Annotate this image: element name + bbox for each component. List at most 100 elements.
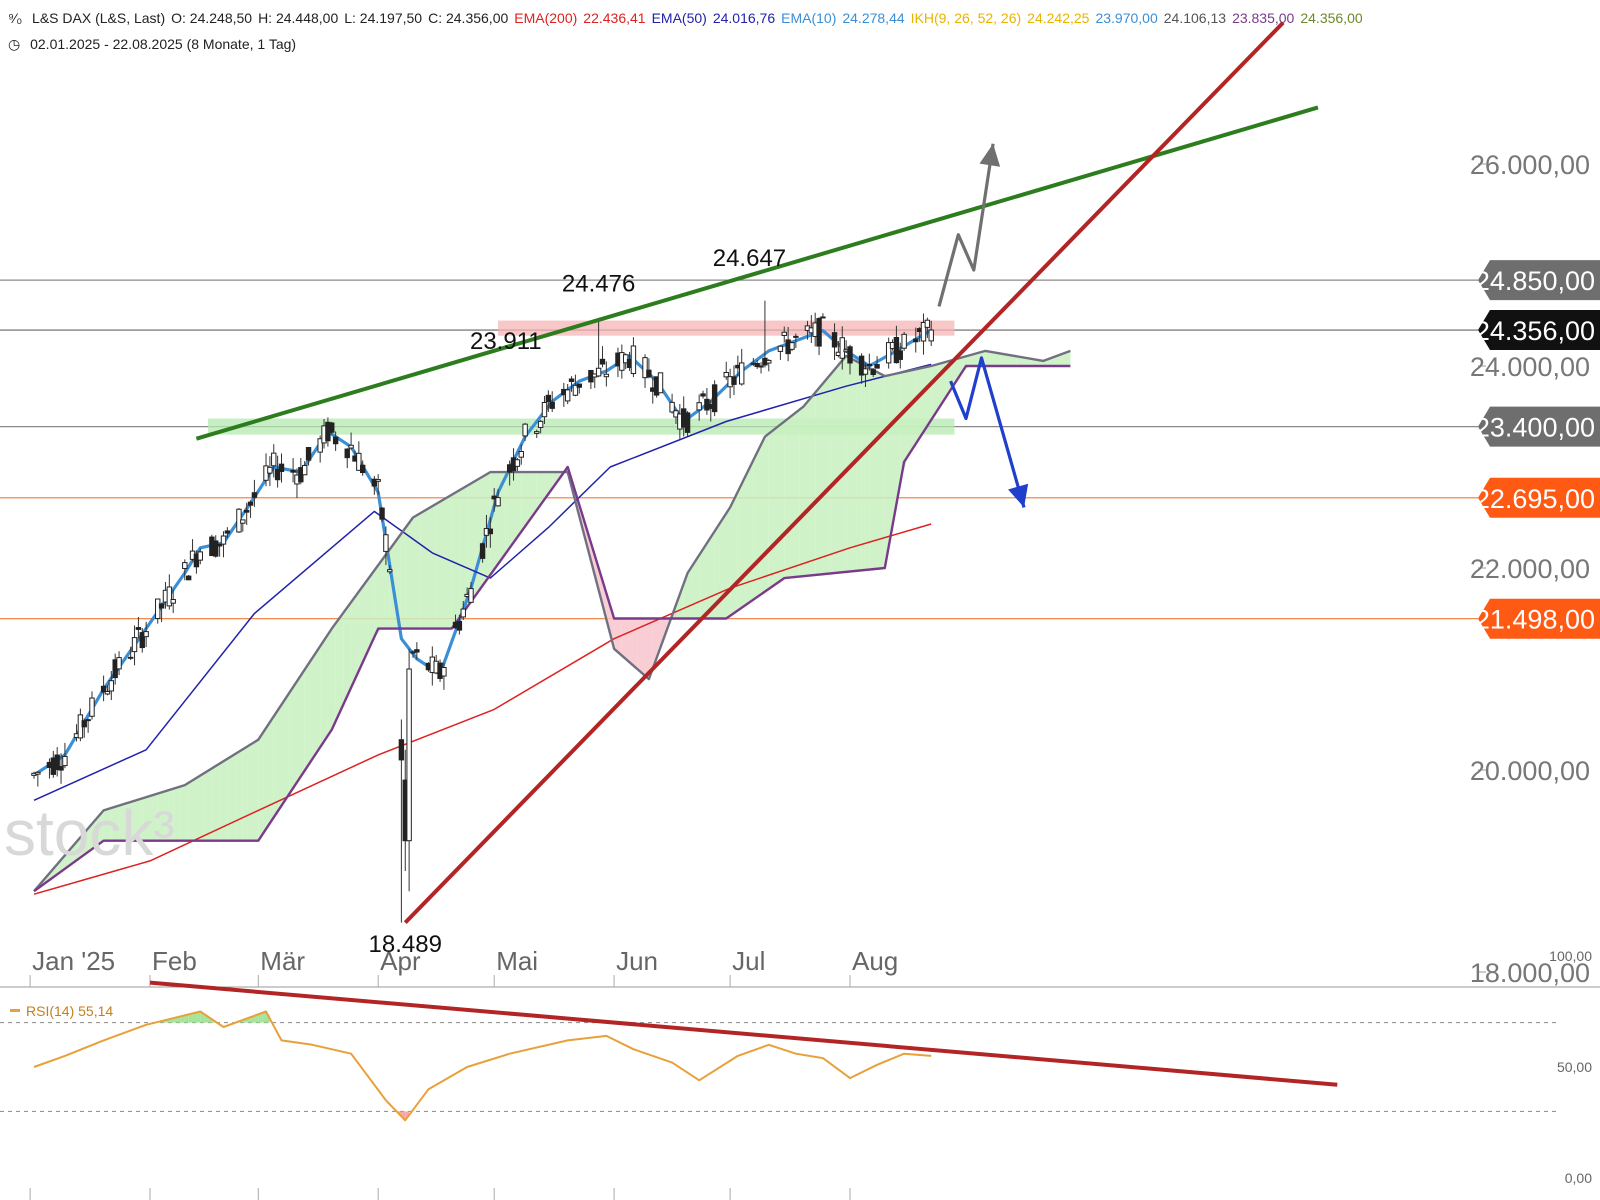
candle-body [182, 562, 188, 570]
ichimoku-cloud-slice [722, 507, 731, 619]
ichimoku-cloud-slice [281, 692, 290, 806]
ichimoku-cloud-slice [358, 580, 367, 671]
ichimoku-cloud-slice [652, 618, 661, 669]
candle-body [700, 393, 706, 397]
month-label: Jun [616, 946, 658, 976]
price-zone [208, 418, 955, 435]
candle-body [158, 603, 165, 609]
candle-body [576, 383, 582, 388]
ichimoku-cloud-slice [165, 788, 174, 841]
chart-header: ⁹⁄₀ L&S DAX (L&S, Last) O: 24.248,50 H: 24… [8, 10, 1375, 26]
candle-body [301, 464, 308, 476]
header-legend: L&S DAX (L&S, Last) O: 24.248,50 H: 24.448… [32, 10, 1369, 26]
ichimoku-cloud-slice [451, 490, 460, 629]
ichimoku-cloud-slice [180, 782, 189, 841]
price-label-text: 24.356,00 [1475, 316, 1595, 346]
candle-body [847, 346, 853, 364]
ichimoku-cloud-slice [768, 427, 777, 589]
ichimoku-cloud-slice [861, 363, 870, 571]
price-annotation: 23.911 [470, 328, 542, 355]
candle-body [220, 535, 227, 545]
ichimoku-cloud-slice [521, 472, 530, 532]
candle-body [317, 438, 323, 453]
candle-body [766, 359, 772, 364]
ichimoku-cloud-slice [900, 371, 909, 484]
rsi-legend-swatch [10, 1009, 20, 1012]
ichimoku-cloud-slice [1000, 353, 1009, 366]
candle-body [866, 363, 873, 367]
candle-body [224, 530, 231, 534]
price-label-text: 21.498,00 [1475, 605, 1595, 635]
legend-item: C: 24.356,00 [428, 10, 509, 26]
ichimoku-cloud-slice [266, 716, 274, 830]
candle-body [213, 540, 219, 557]
ichimoku-cloud-slice [374, 559, 383, 638]
candle-body [522, 423, 528, 437]
ichimoku-cloud-slice [312, 646, 321, 759]
candle-body [197, 551, 203, 561]
ichimoku-cloud-slice [296, 669, 305, 783]
rsi-overbought-fill [258, 1012, 263, 1023]
candle-body [924, 319, 931, 328]
ichimoku-cloud-slice [227, 754, 236, 841]
price-zone [498, 320, 955, 336]
indicator-line-ema-50- [33, 363, 932, 801]
candle-body [831, 332, 838, 348]
scenario-arrow-path [949, 356, 1026, 508]
ichimoku-cloud-slice [304, 657, 313, 771]
candle-body [564, 389, 571, 402]
month-label: Aug [852, 946, 898, 976]
candle-body [479, 543, 486, 559]
ichimoku-cloud-slice [173, 786, 181, 841]
ichimoku-cloud-slice [459, 485, 468, 618]
candle-body [185, 575, 192, 581]
ichimoku-cloud-slice [211, 763, 220, 841]
indicator-line-ema-200- [33, 523, 932, 895]
candle-body [514, 459, 521, 467]
candle-body [131, 637, 138, 653]
legend-item: 22.436,41 [583, 10, 646, 26]
ichimoku-cloud-slice [335, 612, 344, 722]
rsi-overbought-fill [184, 1014, 189, 1023]
ichimoku-cloud-slice [985, 350, 994, 366]
candle-body [630, 345, 637, 375]
candle-body [487, 528, 494, 535]
candle-body [89, 697, 95, 717]
candle-body [344, 448, 350, 459]
ichimoku-cloud-slice [351, 591, 359, 688]
candle-body [243, 509, 250, 513]
month-label: Feb [152, 946, 197, 976]
price-label-box [1478, 310, 1600, 351]
candle-body [267, 466, 273, 474]
legend-item: 24.106,13 [1163, 10, 1227, 26]
candle-body [166, 586, 173, 607]
rsi-overbought-fill [192, 1012, 197, 1023]
candle-body [684, 412, 691, 433]
candle-body [155, 598, 161, 620]
month-label: Mai [496, 946, 538, 976]
ichimoku-cloud-slice [273, 704, 282, 818]
ichimoku-cloud-slice [954, 357, 963, 384]
candle-body [379, 507, 385, 520]
candle-body [62, 755, 68, 767]
rsi-overbought-fill [196, 1011, 201, 1023]
ichimoku-cloud-slice [119, 803, 127, 841]
price-label: 22.695,00 [1475, 477, 1600, 518]
candle-body [375, 479, 381, 482]
ichimoku-cloud-slice [505, 472, 514, 554]
candle-body [657, 372, 664, 394]
period-label: 02.01.2025 - 22.08.2025 (8 Monate, 1 Tag… [30, 36, 297, 52]
legend-item: H: 24.448,00 [258, 10, 339, 26]
legend-item: EMA(200) [514, 10, 578, 26]
scenario-arrow-head [979, 143, 1001, 167]
legend-item: EMA(10) [781, 10, 837, 26]
candle-body [711, 384, 718, 413]
ichimoku-cloud-slice [142, 795, 150, 841]
candle-body [240, 519, 246, 524]
candle-body [739, 362, 745, 385]
ichimoku-cloud-slice [598, 568, 607, 620]
ichimoku-cloud-slice [923, 366, 932, 432]
ichimoku-cloud-slice [126, 800, 135, 841]
candle-body [81, 720, 87, 728]
